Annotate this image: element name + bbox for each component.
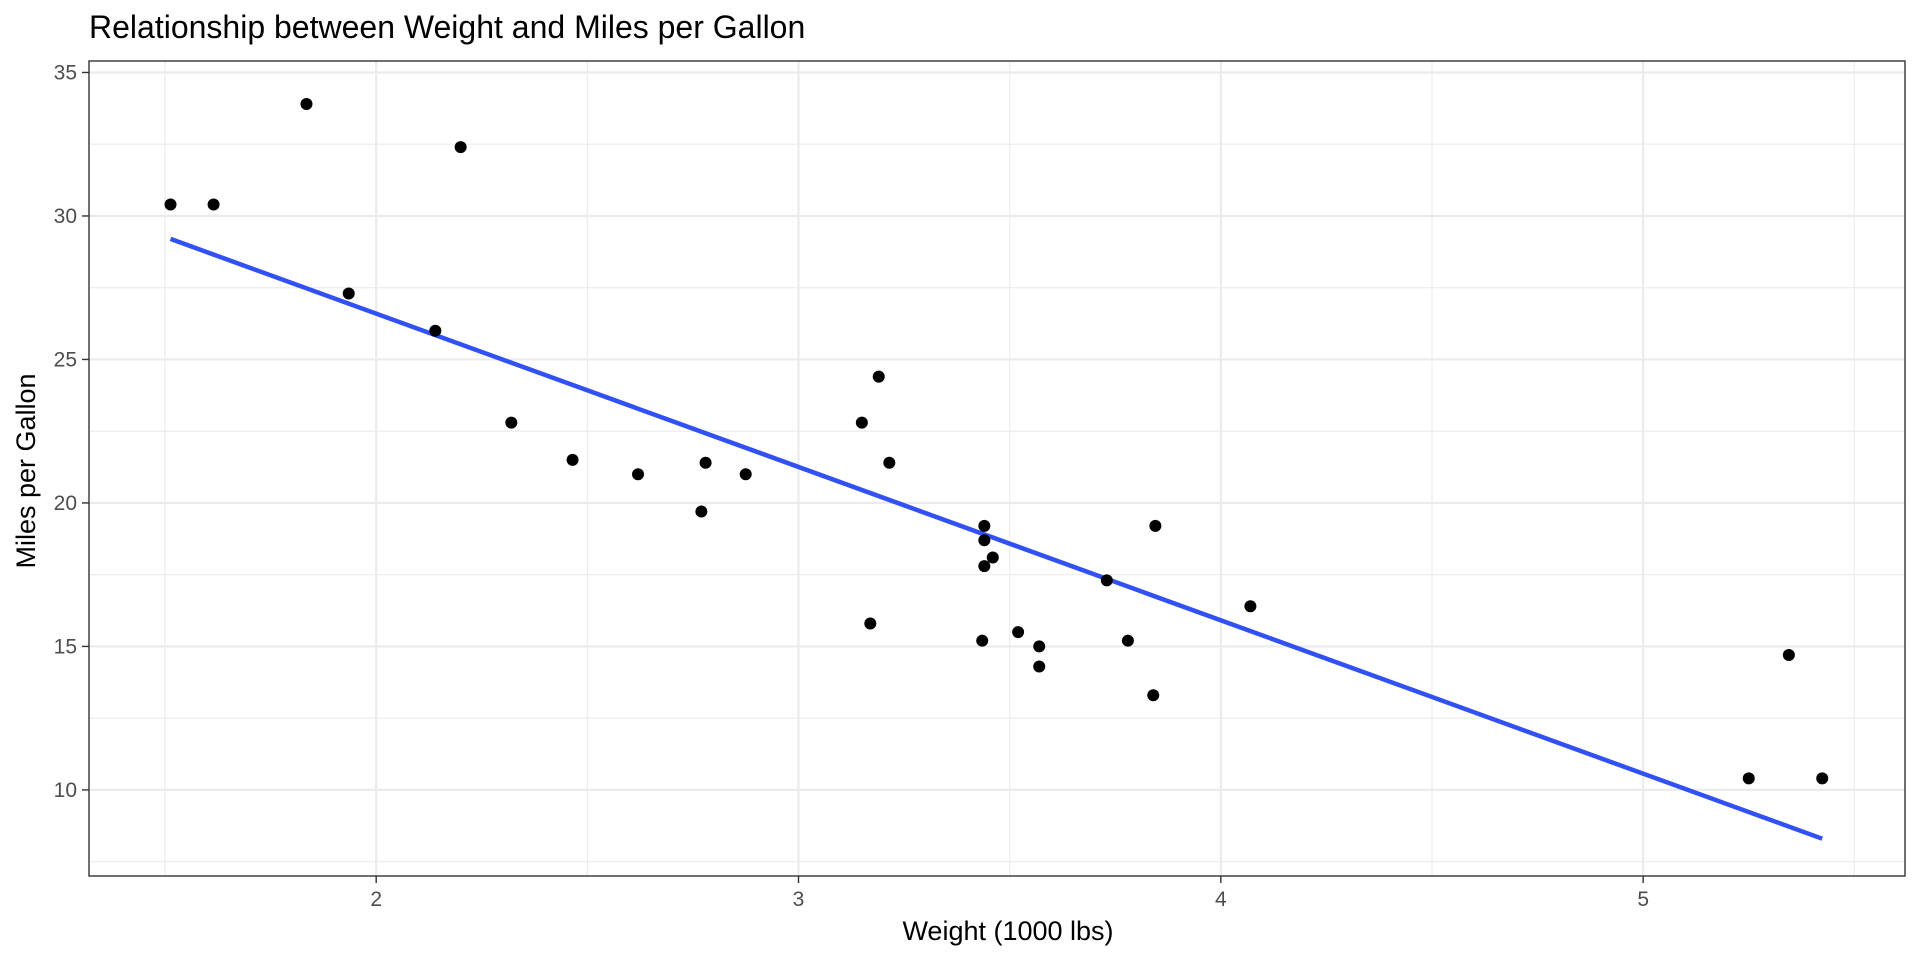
- y-tick-label: 25: [54, 348, 77, 371]
- x-tick-label: 5: [1637, 888, 1649, 911]
- data-point: [978, 519, 991, 532]
- data-point: [1742, 772, 1755, 785]
- data-point: [429, 324, 442, 337]
- plot-panel-border: [88, 60, 1906, 877]
- y-tick-label: 35: [54, 61, 77, 84]
- data-point: [566, 453, 579, 466]
- regression-line: [169, 236, 1823, 841]
- data-point: [986, 551, 999, 564]
- data-point: [207, 198, 220, 211]
- data-point: [1816, 772, 1829, 785]
- data-point: [1033, 640, 1046, 653]
- data-point: [699, 456, 712, 469]
- data-point: [864, 617, 877, 630]
- data-point: [1782, 649, 1795, 662]
- data-point: [505, 416, 518, 429]
- data-point: [976, 634, 989, 647]
- y-tick-label: 20: [54, 492, 77, 515]
- data-point: [454, 141, 467, 154]
- axis-ticks: [82, 71, 1644, 883]
- tick-labels: 2 3 4 5 10 15 20 25 30 35: [54, 61, 1649, 911]
- data-point: [1149, 519, 1162, 532]
- chart-title: Relationship between Weight and Miles pe…: [89, 9, 805, 45]
- data-point: [883, 456, 896, 469]
- data-point: [1121, 634, 1134, 647]
- data-point: [1012, 626, 1025, 639]
- data-point: [978, 560, 991, 573]
- data-point: [855, 416, 868, 429]
- data-point: [632, 468, 645, 481]
- data-point: [1147, 689, 1160, 702]
- y-tick-label: 10: [54, 779, 77, 802]
- data-point: [300, 98, 313, 111]
- data-point: [739, 468, 752, 481]
- x-tick-label: 2: [370, 888, 382, 911]
- data-point: [164, 198, 177, 211]
- x-axis-title: Weight (1000 lbs): [902, 916, 1113, 946]
- y-tick-label: 15: [54, 635, 77, 658]
- data-point: [978, 534, 991, 547]
- data-point: [1100, 574, 1113, 587]
- data-point: [695, 505, 708, 518]
- grid-lines: [89, 61, 1905, 876]
- data-point: [872, 370, 885, 383]
- data-points: [164, 98, 1829, 785]
- y-axis-title: Miles per Gallon: [11, 373, 41, 568]
- y-tick-label: 30: [54, 205, 77, 228]
- x-tick-label: 4: [1215, 888, 1227, 911]
- data-point: [342, 287, 355, 300]
- data-point: [1033, 660, 1046, 673]
- data-point: [1244, 600, 1257, 613]
- x-tick-label: 3: [793, 888, 805, 911]
